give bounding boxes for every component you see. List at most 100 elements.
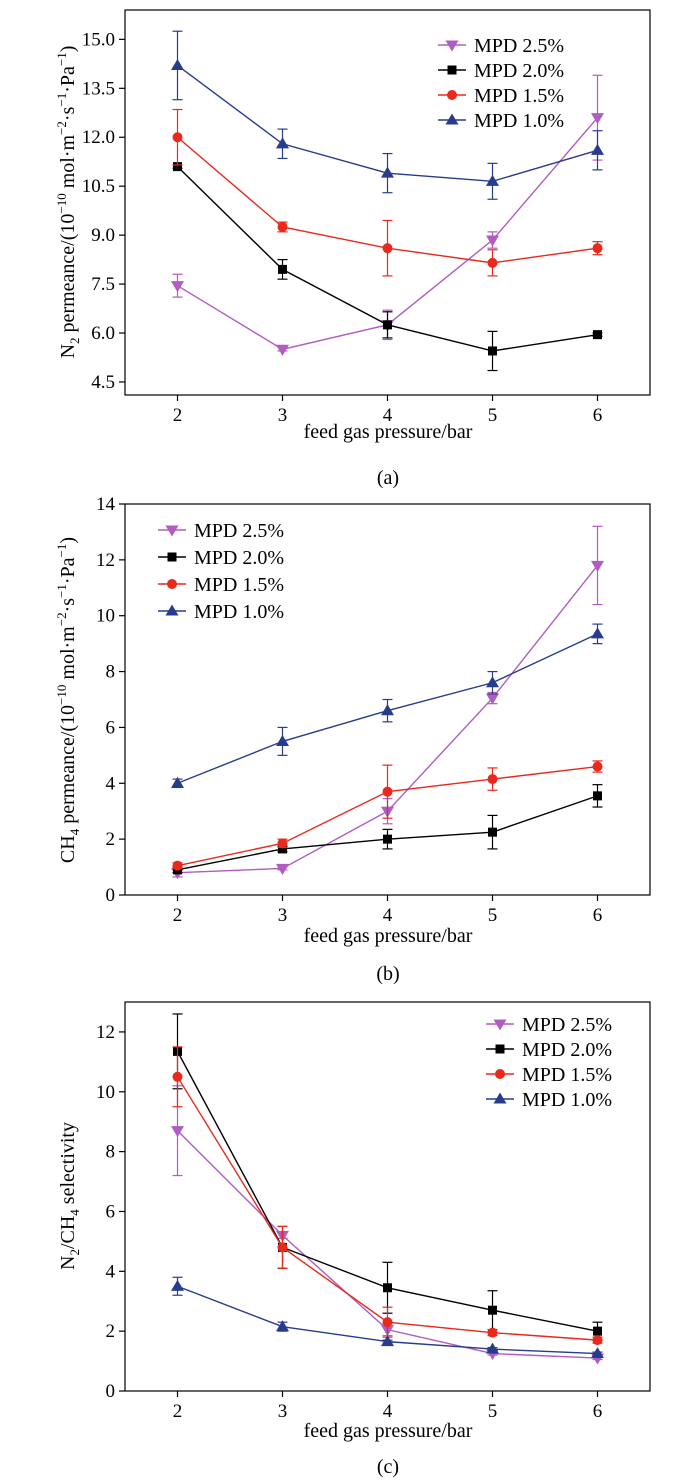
y-axis-label-part: mol·m — [57, 135, 79, 194]
data-point — [591, 143, 604, 155]
y-tick-label: 6.0 — [91, 323, 115, 344]
data-point — [276, 863, 289, 875]
x-tick-label: 6 — [593, 905, 603, 926]
y-tick-label: 8 — [106, 1142, 116, 1163]
series-mpd-1-0- — [171, 1276, 604, 1359]
chart-panel-1: 2 3 4 5 6 4.5 6.0 7.5 9.0 10.5 12.0 13.5 15.0 feed ga… — [54, 9, 651, 489]
y-axis-label-part: ·Pa — [57, 66, 79, 93]
data-point — [171, 1279, 184, 1291]
x-tick-label: 2 — [173, 405, 183, 426]
y-tick-label: 0 — [106, 1381, 116, 1402]
legend-label: MPD 1.0% — [194, 601, 284, 623]
x-tick-label: 3 — [278, 1401, 288, 1422]
legend-label: MPD 2.5% — [194, 520, 284, 542]
series-mpd-1-5- — [172, 760, 603, 871]
data-point — [382, 786, 393, 797]
panel-caption: (a) — [377, 467, 399, 489]
y-axis-label-part: −10 — [54, 193, 69, 213]
y-axis-label-part: −1 — [54, 544, 69, 558]
data-point — [278, 844, 287, 854]
y-tick-label: 0 — [106, 885, 116, 906]
data-point — [486, 1342, 499, 1354]
y-tick-label: 8 — [106, 662, 116, 683]
y-axis-label-part: mol·m — [57, 626, 79, 685]
x-tick-label: 5 — [488, 905, 498, 926]
y-axis-label: N2 permeance/(10−10 mol·m−2·s−1·Pa−1) — [54, 46, 82, 359]
legend: MPD 2.5% MPD 2.0% MPD 1.5% MPD 1.0% — [158, 520, 284, 623]
x-tick-label: 4 — [383, 1401, 393, 1422]
data-point — [487, 257, 498, 268]
data-point — [276, 344, 289, 356]
legend: MPD 2.5% MPD 2.0% MPD 1.5% MPD 1.0% — [486, 1014, 612, 1111]
data-point — [382, 243, 393, 254]
data-point — [486, 174, 499, 186]
panel-caption: (c) — [377, 1456, 399, 1478]
data-point — [173, 162, 182, 172]
data-point — [592, 761, 603, 772]
legend-marker — [495, 1044, 505, 1054]
data-point — [591, 560, 604, 572]
y-tick-label: 10.5 — [82, 176, 115, 197]
data-point — [486, 235, 499, 247]
y-axis-label-part: permeance/(10 — [57, 214, 79, 338]
legend-marker — [165, 525, 179, 537]
x-tick-label: 6 — [593, 405, 603, 426]
x-tick-label: 3 — [278, 905, 288, 926]
y-axis-label-part: ) — [57, 537, 79, 544]
legend-label: MPD 2.0% — [474, 60, 564, 82]
data-point — [277, 221, 288, 232]
y-axis-label-part: −2 — [54, 612, 69, 626]
legend-label: MPD 1.0% — [474, 110, 564, 132]
y-axis-label-part: selectivity — [57, 1122, 79, 1209]
x-tick-label: 3 — [278, 405, 288, 426]
legend-marker — [445, 40, 459, 52]
data-point — [592, 243, 603, 254]
legend-marker — [493, 1092, 507, 1104]
series-mpd-2-0- — [172, 1013, 603, 1341]
data-point — [276, 1320, 289, 1332]
data-point — [591, 113, 604, 125]
data-point — [593, 330, 602, 340]
legend-label: MPD 2.0% — [522, 1039, 612, 1061]
data-point — [381, 1335, 394, 1347]
data-point — [172, 132, 183, 143]
legend-marker — [447, 65, 457, 75]
y-axis-label-part: 4 — [67, 828, 82, 835]
x-axis-label: feed gas pressure/bar — [304, 925, 473, 947]
y-tick-label: 2 — [106, 829, 116, 850]
data-point — [383, 320, 392, 330]
legend-label: MPD 2.5% — [522, 1014, 612, 1036]
y-axis-label-part: −10 — [54, 685, 69, 705]
y-axis-label-part: −1 — [54, 93, 69, 107]
y-axis-label-part: 2 — [67, 1249, 82, 1256]
x-tick-label: 6 — [593, 1401, 603, 1422]
legend-marker — [447, 90, 457, 100]
data-point — [486, 676, 499, 688]
y-tick-label: 13.5 — [82, 78, 115, 99]
series-mpd-1-5- — [172, 1046, 603, 1346]
legend-marker — [165, 604, 179, 616]
legend: MPD 2.5% MPD 2.0% MPD 1.5% MPD 1.0% — [438, 35, 564, 132]
x-tick-label: 2 — [173, 1401, 183, 1422]
y-tick-label: 4 — [106, 773, 116, 794]
y-tick-label: 15.0 — [82, 29, 115, 50]
x-tick-label: 2 — [173, 905, 183, 926]
x-axis-label: feed gas pressure/bar — [304, 421, 473, 443]
data-point — [487, 1327, 498, 1338]
y-tick-label: 10 — [96, 606, 115, 627]
y-tick-label: 12.0 — [82, 127, 115, 148]
x-tick-label: 5 — [488, 1401, 498, 1422]
data-point — [276, 137, 289, 149]
data-point — [382, 1317, 393, 1328]
panel-caption: (b) — [376, 963, 399, 985]
data-point — [172, 860, 183, 871]
y-axis-label-part: −1 — [54, 52, 69, 66]
data-point — [487, 774, 498, 785]
y-axis-label-part: N — [57, 1256, 79, 1270]
x-axis-label: feed gas pressure/bar — [304, 1420, 473, 1442]
data-point — [171, 58, 184, 71]
data-point — [171, 776, 184, 788]
y-tick-label: 2 — [106, 1321, 116, 1342]
